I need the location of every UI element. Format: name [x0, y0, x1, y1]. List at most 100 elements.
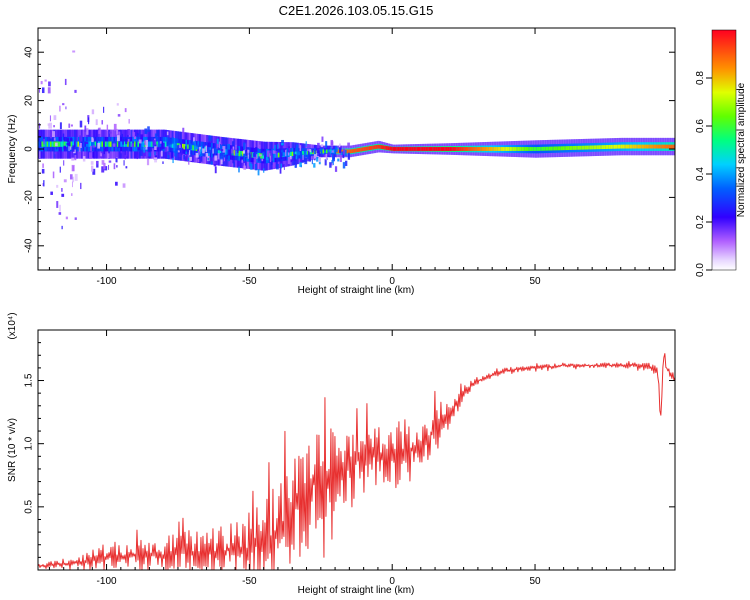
spectrogram-speckle: [42, 163, 45, 168]
spectrogram-speckle: [234, 150, 236, 155]
spectrogram-cell: [577, 145, 580, 150]
spectrogram-speckle: [313, 163, 316, 168]
spectrogram-speckle: [115, 181, 118, 186]
spectrogram-speckle: [76, 136, 78, 141]
spectrogram-speckle: [148, 152, 152, 157]
spectrogram-speckle: [115, 157, 118, 163]
spectrogram-cell: [351, 149, 354, 153]
spectrogram-cell: [646, 144, 649, 149]
spectrogram-cell: [38, 141, 41, 147]
spectrogram-speckle: [342, 148, 345, 155]
spectrogram-speckle: [176, 145, 180, 151]
spectrogram-cell: [380, 145, 383, 149]
spectrogram-cell: [169, 142, 173, 148]
spectrogram-speckle: [294, 160, 296, 165]
spectrogram-speckle: [62, 103, 65, 106]
spectrogram-cell: [39, 141, 42, 147]
spectrogram-cell: [533, 147, 536, 151]
spectrogram-cell: [624, 144, 627, 149]
spectrogram-cell: [625, 144, 628, 149]
spectrogram-speckle: [265, 157, 269, 161]
x-tick-label: -100: [97, 576, 117, 587]
spectrogram-cell: [77, 141, 80, 147]
spectrogram-speckle: [53, 125, 55, 128]
spectrogram-cell: [564, 146, 567, 151]
spectrogram-speckle: [147, 126, 150, 132]
spectrogram-speckle: [92, 138, 94, 142]
spectrogram-speckle: [181, 147, 184, 151]
spectrogram-cell: [427, 147, 430, 151]
spectrogram-cell: [637, 144, 640, 149]
spectrogram-cell: [305, 150, 308, 155]
spectrogram-cell: [565, 146, 568, 151]
spectrogram-cell: [217, 148, 221, 154]
colorbar-tick-label: 0.8: [695, 71, 706, 85]
spectrogram-cell: [48, 141, 51, 147]
spectrogram-speckle: [202, 148, 205, 154]
spectrogram-cell: [387, 146, 390, 151]
spectrogram-speckle: [325, 141, 328, 148]
spectrogram-cell: [416, 147, 419, 151]
spectrogram-speckle: [247, 149, 249, 156]
spectrogram-cell: [495, 147, 498, 151]
x-tick-label: -100: [97, 276, 117, 287]
spectrogram-cell: [428, 147, 431, 151]
spectrogram-speckle: [220, 157, 223, 165]
spectrogram-cell: [632, 144, 635, 149]
spectrogram-cell: [492, 147, 495, 151]
spectrogram-cell: [636, 144, 639, 149]
spectrogram-speckle: [171, 137, 174, 144]
spectrogram-cell: [521, 147, 524, 151]
spectrogram-speckle: [127, 129, 130, 136]
spectrogram-speckle: [207, 157, 210, 161]
spectrogram-cell: [355, 148, 358, 153]
spectrogram-speckle: [156, 130, 159, 137]
spectrogram-speckle: [63, 179, 67, 183]
spectrogram-cell: [80, 141, 83, 147]
spectrogram-speckle: [294, 164, 297, 168]
spectrogram-cell: [437, 147, 440, 151]
spectrogram-speckle: [246, 157, 250, 162]
spectrogram-speckle: [288, 146, 290, 153]
colorbar-tick-label: 0.4: [695, 167, 706, 181]
spectrogram-speckle: [274, 144, 276, 151]
spectrogram-cell: [651, 144, 654, 149]
spectrogram-speckle: [179, 144, 181, 148]
spectrogram-cell: [511, 147, 514, 151]
spectrogram-cell: [348, 149, 351, 154]
spectrogram-speckle: [95, 119, 98, 126]
spectrogram-cell: [156, 141, 159, 147]
spectrogram-cell: [264, 153, 267, 159]
spectrogram-cell: [298, 151, 301, 156]
spectrogram-cell: [667, 144, 670, 149]
spectrogram-cell: [589, 145, 592, 150]
spectrogram-cell: [349, 149, 353, 154]
spectrogram-speckle: [126, 150, 128, 157]
spectrogram-cell: [164, 141, 167, 147]
spectrogram-speckle: [309, 149, 312, 153]
spectrogram-speckle: [246, 154, 248, 161]
spectrogram-speckle: [205, 147, 209, 152]
spectrogram-speckle: [166, 131, 169, 136]
spectrogram-speckle: [324, 159, 327, 166]
spectrogram-cell: [584, 145, 587, 150]
spectrogram-speckle: [338, 147, 342, 153]
spectrogram-x-axis: -100 -50 0 50: [48, 28, 665, 287]
x-tick-label: 0: [389, 276, 395, 287]
spectrogram-speckle: [214, 166, 217, 174]
spectrogram-cell: [655, 144, 658, 149]
spectrogram-speckle: [116, 165, 118, 168]
spectrogram-speckle: [193, 141, 197, 147]
spectrogram-cell: [365, 146, 368, 151]
spectrogram-cell: [613, 144, 616, 149]
spectrogram-speckle: [313, 150, 315, 157]
spectrogram-speckle: [84, 125, 87, 132]
spectrogram-cell: [463, 147, 466, 151]
spectrogram-speckle: [272, 162, 276, 169]
spectrogram-cell: [591, 145, 594, 150]
spectrogram-speckle: [65, 106, 67, 110]
spectrogram-speckle: [311, 149, 314, 153]
spectrogram-cell: [574, 145, 577, 150]
spectrogram-speckle: [151, 148, 154, 154]
spectrogram-speckle: [186, 148, 190, 153]
